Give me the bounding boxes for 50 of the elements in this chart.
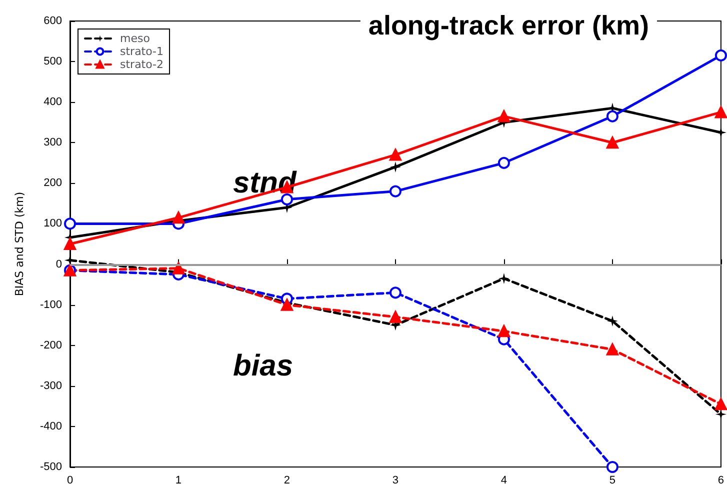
point	[715, 408, 726, 420]
point	[64, 218, 76, 230]
legend-label: strato-1	[120, 45, 164, 58]
point	[172, 262, 184, 274]
x-tick-label: 4	[500, 474, 508, 486]
x-tick-label: 0	[66, 474, 74, 486]
point	[606, 343, 618, 356]
y-tick-label: -300	[40, 380, 62, 392]
y-tick-label: 500	[44, 56, 62, 68]
point	[280, 193, 293, 206]
point	[498, 110, 510, 122]
point	[715, 127, 726, 138]
point	[606, 461, 618, 473]
point	[389, 185, 402, 198]
point	[389, 286, 402, 299]
x-tick-label: 1	[175, 474, 182, 486]
y-tick-label: 300	[44, 136, 62, 149]
point	[714, 398, 727, 410]
legend-label: meso	[120, 32, 150, 45]
legend-label: strato-2	[120, 58, 164, 71]
y-tick-label: 0	[56, 258, 62, 270]
point	[389, 148, 402, 161]
point	[606, 136, 618, 149]
y-axis-title: BIAS and STD (km)	[13, 192, 26, 296]
x-tick-label: 5	[609, 474, 616, 486]
point	[606, 316, 618, 327]
y-tick-label: -100	[40, 298, 62, 311]
chart-title: along-track error (km)	[368, 10, 650, 40]
y-tick-label: 100	[44, 218, 62, 230]
x-tick-label: 2	[284, 474, 290, 486]
point	[498, 156, 510, 169]
point	[498, 325, 510, 338]
point	[389, 310, 402, 323]
point	[64, 238, 76, 250]
point	[714, 106, 727, 118]
y-tick-label: 200	[44, 177, 62, 190]
annotation: bias	[233, 350, 294, 383]
y-tick-label: -500	[40, 461, 62, 473]
point	[390, 161, 401, 172]
y-tick-label: 600	[44, 15, 62, 27]
point	[172, 212, 184, 224]
y-tick-label: 400	[44, 96, 62, 108]
x-tick-label: 6	[718, 474, 724, 486]
point	[498, 272, 510, 284]
y-tick-label: -400	[40, 420, 62, 432]
point	[280, 298, 293, 311]
y-tick-label: -200	[40, 339, 62, 352]
point	[714, 49, 727, 62]
point	[606, 110, 618, 122]
x-tick-label: 3	[392, 474, 399, 486]
